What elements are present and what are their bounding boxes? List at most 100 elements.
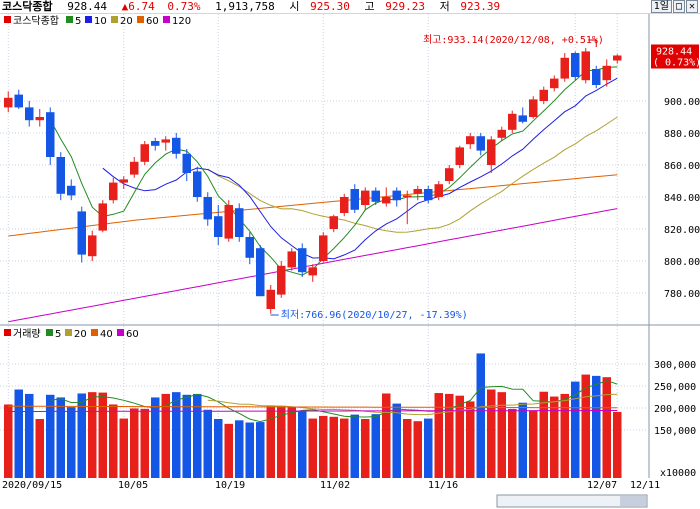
candle-body — [182, 153, 191, 173]
legend-swatch — [4, 16, 11, 23]
volume-bar — [298, 411, 307, 478]
candle-body — [529, 99, 538, 117]
candle-body — [592, 69, 601, 85]
candle-body — [4, 97, 13, 108]
volume-bar — [161, 393, 170, 478]
candle-body — [403, 195, 412, 197]
scrollbar-track — [496, 494, 648, 508]
current-price-label: 928.44 — [656, 46, 692, 57]
legend-swatch — [66, 16, 73, 23]
x-tick-label: 12/11 — [630, 480, 660, 491]
volume-bar — [413, 421, 422, 478]
volume-bar — [529, 410, 538, 478]
period-button[interactable]: 1일 — [650, 0, 672, 13]
legend-label: 60 — [126, 329, 139, 340]
legend-swatch — [46, 329, 53, 336]
close-button[interactable]: ✕ — [685, 0, 698, 13]
candle-body — [550, 78, 559, 89]
volume-bar — [245, 422, 254, 478]
volume-bar — [88, 392, 97, 478]
volume-bar — [613, 411, 622, 478]
legend-swatch — [91, 329, 98, 336]
candle-body — [298, 248, 307, 273]
legend-label: 거래량 — [13, 328, 41, 340]
volume-bar — [350, 414, 359, 478]
price-tick-label: 900.00 — [664, 97, 700, 108]
open-value: 925.30 — [310, 0, 350, 13]
volume-bar — [424, 418, 433, 478]
x-axis-labels: 2020/09/15 10/05 10/19 11/02 11/16 12/07 12/11 — [2, 480, 660, 491]
volume-bar — [172, 392, 181, 478]
price-panel-bg — [0, 14, 700, 324]
volume-legend: 거래량 5 20 40 60 — [4, 328, 139, 340]
candle-body — [35, 117, 44, 121]
high-value: 929.23 — [385, 0, 425, 13]
candle-body — [508, 113, 517, 130]
volume-bar — [151, 397, 160, 478]
legend-label: 20 — [74, 329, 87, 340]
legend-label: 5 — [55, 329, 61, 340]
volume-bar — [602, 377, 611, 478]
volume-bar — [77, 393, 86, 478]
candle-body — [67, 185, 76, 196]
legend-label: 10 — [94, 16, 107, 27]
index-name: 코스닥종합 — [2, 0, 53, 13]
volume-bar — [98, 392, 107, 478]
candle-body — [497, 129, 506, 138]
candle-body — [487, 139, 496, 165]
volume-bar — [571, 381, 580, 478]
candle-body — [539, 89, 548, 101]
volume-bar — [56, 397, 65, 478]
volume-bar — [476, 353, 485, 478]
candle-body — [382, 197, 391, 204]
candle-body — [308, 267, 317, 276]
volume-bar — [224, 423, 233, 478]
candle-body — [350, 189, 359, 210]
volume-bar — [403, 419, 412, 478]
volume-bar — [119, 418, 128, 478]
candle-body — [560, 57, 569, 79]
candle-body — [455, 147, 464, 165]
candle-body — [130, 161, 139, 175]
volume-bar — [550, 396, 559, 478]
candle-body — [193, 171, 202, 197]
legend-swatch — [163, 16, 170, 23]
candle-body — [392, 190, 401, 201]
volume-bar — [392, 403, 401, 478]
volume-bar — [14, 389, 23, 478]
volume-bar — [277, 405, 286, 478]
candle-body — [224, 205, 233, 239]
low-label: 저 — [439, 0, 450, 13]
legend-swatch — [85, 16, 92, 23]
volume-bar — [497, 392, 506, 478]
candle-body — [266, 289, 275, 309]
candle-body — [161, 139, 170, 143]
legend-swatch — [137, 16, 144, 23]
candle-body — [571, 53, 580, 77]
candle-body — [56, 157, 65, 194]
volume-bar — [193, 393, 202, 478]
candle-body — [466, 136, 475, 145]
low-value: 923.39 — [460, 0, 501, 13]
volume-bar — [319, 415, 328, 478]
volume-bar — [487, 389, 496, 478]
volume-bar — [182, 394, 191, 478]
legend-label: 40 — [100, 329, 113, 340]
candle-body — [98, 203, 107, 231]
candle-body — [14, 94, 23, 108]
volume-bar — [466, 401, 475, 478]
volume-bar — [140, 408, 149, 478]
volume-bar — [508, 408, 517, 478]
candle-body — [214, 216, 223, 237]
candle-body — [140, 144, 149, 162]
legend-label: 60 — [146, 16, 159, 27]
x-tick-label: 10/05 — [118, 480, 148, 491]
volume-bar — [235, 420, 244, 478]
restore-button[interactable]: □ — [672, 0, 685, 13]
volume-bar — [130, 408, 139, 478]
volume-bar — [67, 407, 76, 478]
low-annotation: 최저:766.96(2020/10/27, -17.39%) — [281, 309, 468, 321]
candle-body — [235, 208, 244, 237]
